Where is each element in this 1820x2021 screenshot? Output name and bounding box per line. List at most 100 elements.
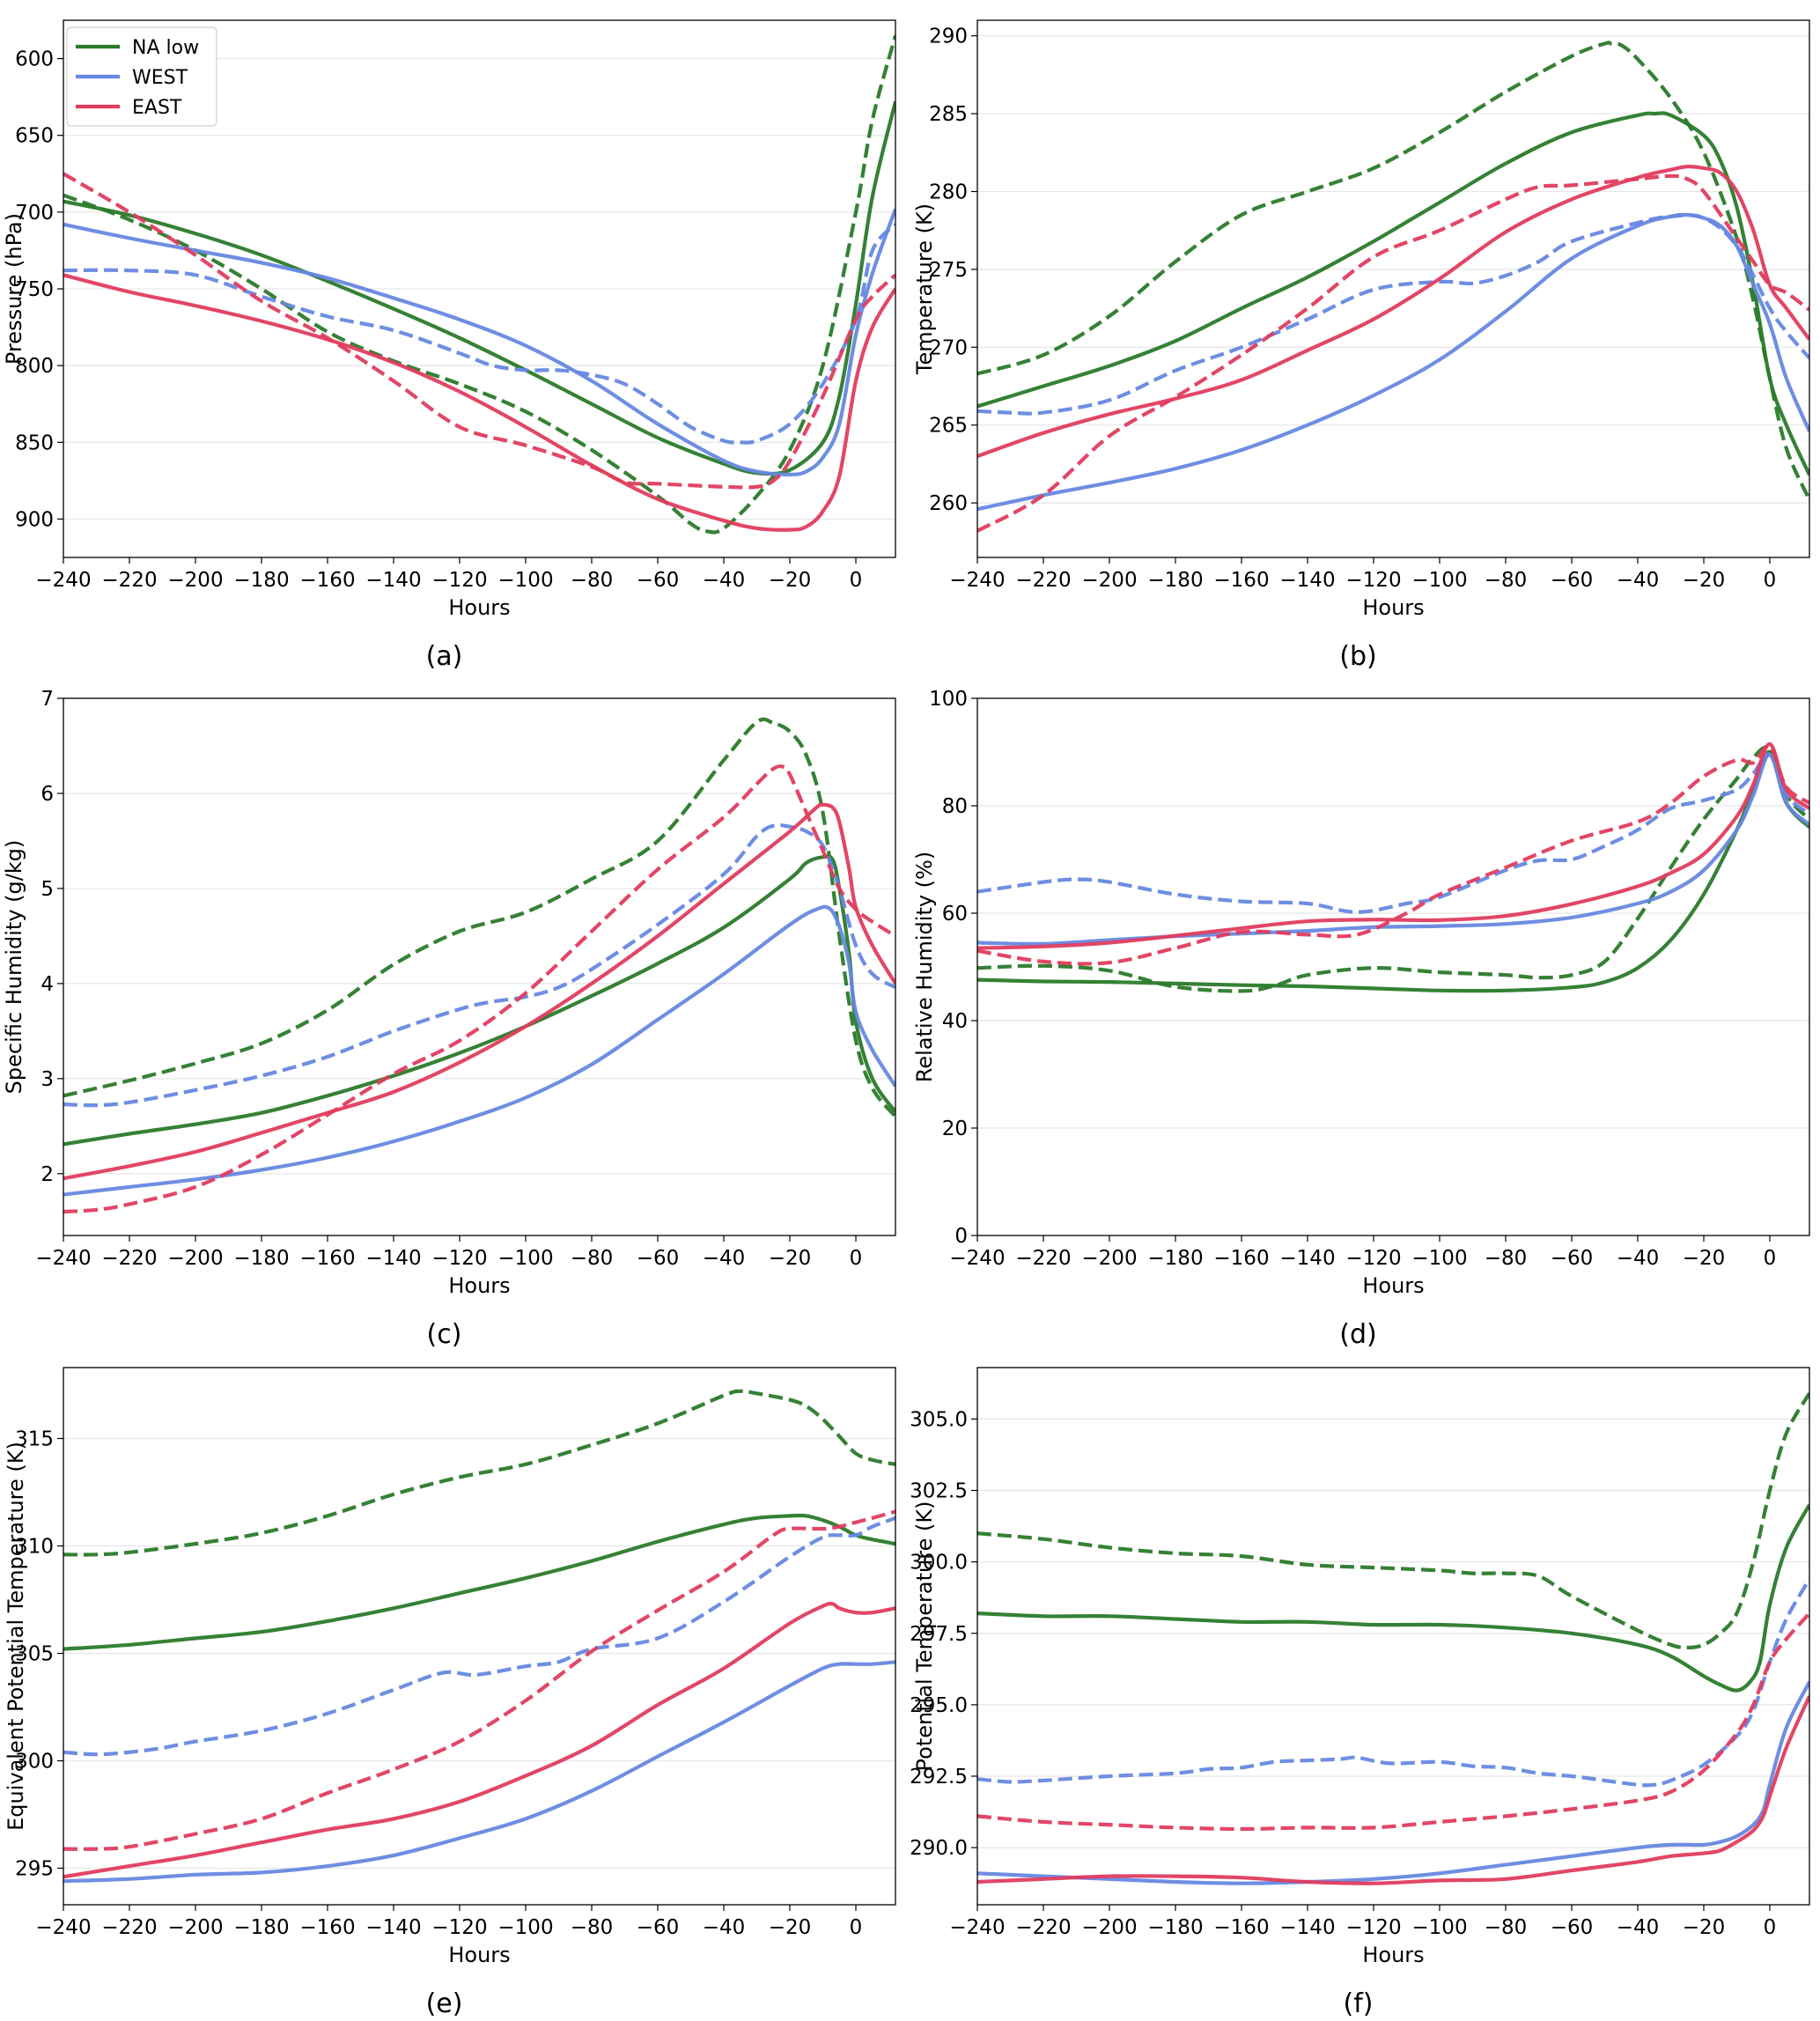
x-tick-label: −20 bbox=[1683, 1247, 1726, 1270]
y-tick-label: 6 bbox=[41, 783, 54, 806]
series-group bbox=[977, 1392, 1809, 1885]
plot-frame bbox=[63, 19, 896, 558]
y-tick-label: 900 bbox=[15, 508, 54, 531]
x-tick-label: −220 bbox=[1015, 569, 1071, 592]
x-tick-label: −60 bbox=[1551, 569, 1594, 592]
x-tick-label: −220 bbox=[1015, 1247, 1071, 1270]
y-axis-ticks: 0 20 40 60 80 100 bbox=[929, 688, 977, 1248]
y-axis-label: Relative Humidity (%) bbox=[912, 852, 937, 1082]
x-tick-label: −60 bbox=[637, 569, 680, 592]
x-axis-ticks: −240 −220 −200 −180 −160 −140 −120 −100 −80 −60 −4… bbox=[949, 1905, 1776, 1939]
panel-caption: (c) bbox=[427, 1319, 462, 1350]
y-tick-label: 285 bbox=[929, 103, 968, 126]
y-tick-label: 305.0 bbox=[910, 1408, 968, 1431]
x-tick-label: −160 bbox=[299, 1916, 355, 1939]
y-tick-label: 280 bbox=[929, 181, 968, 203]
x-axis-label: Hours bbox=[448, 595, 510, 620]
x-tick-label: −200 bbox=[1081, 569, 1137, 592]
y-tick-label: 20 bbox=[942, 1117, 968, 1140]
x-tick-label: −120 bbox=[431, 569, 487, 592]
x-tick-label: −220 bbox=[101, 1247, 157, 1270]
legend-label: EAST bbox=[132, 97, 182, 119]
series-line-west-solid bbox=[63, 1660, 895, 1884]
x-tick-label: −160 bbox=[1213, 569, 1269, 592]
chart-panel-f: 290.0292.5295.0297.5300.0302.5305.0−240−… bbox=[910, 1367, 1810, 2019]
y-tick-label: 60 bbox=[942, 903, 968, 926]
x-axis-label: Hours bbox=[448, 1273, 510, 1298]
series-line-west-dashed bbox=[63, 822, 895, 1108]
series-line-na-low-dashed bbox=[63, 34, 895, 535]
x-tick-label: −220 bbox=[101, 569, 157, 592]
y-tick-label: 290 bbox=[929, 26, 968, 48]
series-line-east-dashed bbox=[63, 172, 895, 490]
y-axis-label: Temperature (K) bbox=[912, 203, 937, 375]
legend: NA low WEST EAST bbox=[66, 26, 217, 127]
x-tick-label: −40 bbox=[1617, 1247, 1660, 1270]
y-tick-label: 265 bbox=[929, 415, 968, 438]
panel-caption: (f) bbox=[1344, 1988, 1374, 2019]
y-tick-label: 100 bbox=[929, 688, 968, 711]
y-tick-label: 300 bbox=[15, 1751, 54, 1774]
series-line-na-low-solid bbox=[63, 1513, 895, 1651]
x-tick-label: −80 bbox=[1485, 1916, 1528, 1939]
x-tick-label: −40 bbox=[1617, 569, 1660, 592]
gridlines bbox=[63, 1437, 895, 1870]
y-axis-label: Potential Temperature (K) bbox=[912, 1501, 937, 1772]
x-tick-label: −160 bbox=[1213, 1916, 1269, 1939]
series-line-na-low-dashed bbox=[977, 41, 1809, 501]
series-line-west-dashed bbox=[977, 213, 1809, 416]
x-tick-label: −100 bbox=[497, 1916, 553, 1939]
x-tick-label: −120 bbox=[431, 1916, 487, 1939]
x-tick-label: −140 bbox=[1279, 1916, 1335, 1939]
x-tick-label: −240 bbox=[35, 1247, 91, 1270]
x-axis-label: Hours bbox=[1362, 1943, 1424, 1967]
series-line-east-dashed bbox=[977, 744, 1809, 966]
x-tick-label: −180 bbox=[1147, 1247, 1203, 1270]
series-line-west-dashed bbox=[977, 752, 1809, 914]
x-tick-label: −160 bbox=[299, 569, 355, 592]
x-tick-label: 0 bbox=[850, 1916, 863, 1939]
y-axis-ticks: 600 650 700 750 800 850 900 bbox=[15, 48, 63, 531]
x-tick-label: −80 bbox=[571, 569, 614, 592]
gridlines bbox=[977, 35, 1809, 504]
series-line-east-dashed bbox=[63, 764, 895, 1214]
y-tick-label: 315 bbox=[15, 1428, 54, 1451]
series-line-east-dashed bbox=[977, 1612, 1809, 1832]
series-line-west-solid bbox=[977, 1680, 1809, 1885]
x-tick-label: −40 bbox=[703, 1916, 746, 1939]
x-axis-ticks: −240 −220 −200 −180 −160 −140 −120 −100 −80 −60 −4… bbox=[949, 557, 1776, 592]
series-group bbox=[63, 1389, 895, 1884]
x-axis-label: Hours bbox=[1362, 595, 1424, 620]
x-tick-label: −60 bbox=[637, 1916, 680, 1939]
panel-caption: (b) bbox=[1339, 641, 1376, 672]
x-tick-label: −140 bbox=[1279, 1247, 1335, 1270]
x-axis-ticks: −240 −220 −200 −180 −160 −140 −120 −100 −80 −60 −4… bbox=[949, 1235, 1776, 1270]
y-tick-label: 800 bbox=[15, 355, 54, 378]
x-axis-label: Hours bbox=[448, 1943, 510, 1967]
x-tick-label: −160 bbox=[1213, 1247, 1269, 1270]
x-tick-label: −120 bbox=[1345, 569, 1401, 592]
y-axis-label: Specific Humidity (g/kg) bbox=[2, 840, 26, 1095]
plot-frame bbox=[976, 697, 1810, 1236]
series-line-east-solid bbox=[63, 1601, 895, 1879]
gridlines bbox=[977, 805, 1809, 1129]
y-axis-ticks: 295 300 305 310 315 bbox=[15, 1428, 63, 1881]
series-line-west-solid bbox=[63, 904, 895, 1197]
y-axis-label: Pressure (hPa) bbox=[2, 213, 26, 365]
x-tick-label: −100 bbox=[1411, 1247, 1467, 1270]
series-line-west-dashed bbox=[977, 1578, 1809, 1788]
x-tick-label: −180 bbox=[233, 1247, 289, 1270]
plot-frame bbox=[976, 19, 1810, 558]
series-line-east-solid bbox=[977, 1695, 1809, 1885]
x-tick-label: −140 bbox=[365, 569, 421, 592]
y-tick-label: 310 bbox=[15, 1536, 54, 1559]
x-tick-label: −180 bbox=[233, 1916, 289, 1939]
y-tick-label: 700 bbox=[15, 202, 54, 225]
x-tick-label: −100 bbox=[497, 1247, 553, 1270]
x-axis-ticks: −240 −220 −200 −180 −160 −140 −120 −100 −80 −60 −4… bbox=[35, 1235, 862, 1270]
y-tick-label: 305 bbox=[15, 1643, 54, 1666]
y-axis-ticks: 260 265 270 275 280 285 290 bbox=[929, 26, 977, 515]
gridlines bbox=[63, 57, 895, 520]
series-line-east-solid bbox=[63, 802, 895, 1181]
